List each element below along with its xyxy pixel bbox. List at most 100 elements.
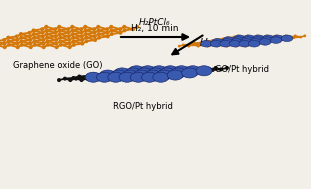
Circle shape [196,70,200,74]
Text: Graphene oxide (GO): Graphene oxide (GO) [13,61,103,70]
Circle shape [79,27,83,31]
Circle shape [217,43,220,46]
Circle shape [156,74,160,78]
Ellipse shape [231,39,242,45]
Circle shape [154,68,158,72]
Ellipse shape [232,37,244,43]
Circle shape [55,45,59,49]
Circle shape [112,72,115,76]
Ellipse shape [221,39,233,45]
Circle shape [15,38,19,42]
Circle shape [146,66,150,70]
Circle shape [113,78,117,82]
Circle shape [129,70,132,74]
Circle shape [67,34,71,38]
Circle shape [108,77,112,81]
Circle shape [237,34,239,37]
Ellipse shape [119,72,135,82]
Circle shape [241,37,244,40]
Ellipse shape [250,39,261,45]
Ellipse shape [210,40,222,47]
Circle shape [290,36,293,39]
Circle shape [42,45,46,49]
Circle shape [84,32,88,36]
Circle shape [220,39,223,42]
Circle shape [168,72,172,76]
Circle shape [106,34,110,38]
Circle shape [177,68,181,72]
Circle shape [84,36,88,40]
Circle shape [211,43,213,46]
Circle shape [192,43,194,46]
Circle shape [80,38,84,42]
Circle shape [66,27,70,31]
Circle shape [29,45,33,49]
Circle shape [162,70,166,74]
Circle shape [19,36,23,40]
Circle shape [171,70,175,74]
Circle shape [242,36,245,39]
Circle shape [28,38,32,42]
Circle shape [58,28,62,32]
Circle shape [70,25,74,29]
Ellipse shape [234,35,245,42]
Circle shape [92,27,96,31]
Circle shape [84,28,88,32]
Circle shape [254,36,257,39]
Circle shape [223,40,226,43]
Circle shape [188,68,192,72]
Circle shape [253,38,256,41]
Circle shape [265,34,268,37]
Circle shape [252,40,254,43]
Circle shape [97,77,101,81]
Circle shape [242,40,245,43]
Circle shape [204,40,207,43]
Circle shape [114,72,118,76]
Circle shape [7,39,11,43]
Circle shape [32,28,36,32]
Circle shape [269,37,272,40]
Circle shape [91,78,95,82]
Text: GO/Pt hybrid: GO/Pt hybrid [215,65,269,74]
Circle shape [58,39,63,43]
Circle shape [283,36,286,39]
Circle shape [27,31,31,35]
Circle shape [134,74,137,78]
Circle shape [80,42,84,46]
Circle shape [299,36,302,39]
Circle shape [72,43,76,47]
Circle shape [129,67,133,71]
Circle shape [128,76,132,80]
Circle shape [163,67,167,71]
Circle shape [20,39,24,43]
Circle shape [92,31,96,35]
Ellipse shape [128,66,145,76]
Circle shape [244,38,246,41]
Circle shape [246,43,249,46]
Ellipse shape [229,40,241,47]
Ellipse shape [100,70,116,80]
Circle shape [236,43,239,46]
Circle shape [246,34,249,37]
Circle shape [135,25,139,29]
Circle shape [71,28,75,32]
Circle shape [45,36,49,40]
Circle shape [118,27,122,31]
Ellipse shape [167,70,183,80]
Circle shape [208,43,211,46]
Circle shape [106,70,110,74]
Circle shape [28,34,32,38]
Circle shape [16,45,20,49]
Circle shape [137,72,141,76]
Circle shape [250,37,253,40]
Ellipse shape [153,72,169,82]
Circle shape [180,66,184,70]
Circle shape [16,42,19,46]
Circle shape [234,38,237,41]
Circle shape [216,45,219,48]
Ellipse shape [114,68,130,78]
Circle shape [105,76,109,80]
Circle shape [143,68,147,72]
Circle shape [115,70,119,74]
Circle shape [190,72,194,76]
